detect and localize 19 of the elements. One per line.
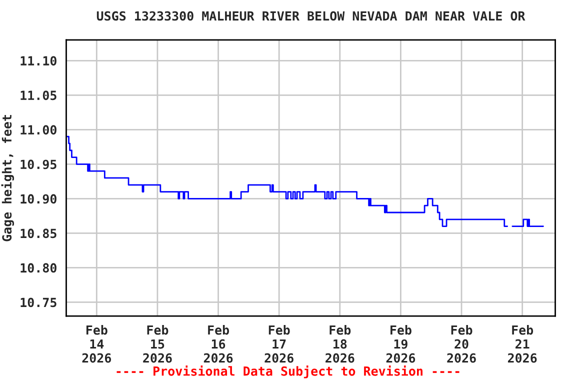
x-tick-label: Feb 20 2026 [447, 325, 476, 363]
text: ---- Provisional Data Subject to Revision ---- [116, 365, 460, 378]
y-tick-label: 11.00 [20, 125, 56, 135]
x-tick-label: Feb 17 2026 [264, 325, 294, 363]
y-tick-label: 10.85 [20, 228, 56, 238]
y-axis-title: Gage height, feet [1, 114, 14, 242]
x-tick-label: Feb 16 2026 [204, 325, 233, 363]
y-tick-label: 11.10 [20, 56, 56, 66]
x-tick-label: Feb 21 2026 [508, 325, 537, 363]
x-tick-label: Feb 15 2026 [143, 325, 172, 363]
y-tick-label: 10.80 [20, 263, 56, 273]
x-tick-label: Feb 19 2026 [386, 325, 416, 363]
x-tick-label: Feb 14 2026 [82, 325, 112, 363]
y-tick-label: 10.95 [20, 160, 56, 170]
chart-title: USGS 13233300 MALHEUR RIVER BELOW NEVADA DAM NEAR VALE OR [96, 11, 526, 21]
y-tick-label: 10.90 [20, 194, 56, 204]
y-tick-label: 11.05 [20, 90, 56, 100]
y-tick-label: 10.75 [20, 298, 56, 308]
x-tick-label: Feb 18 2026 [326, 325, 354, 363]
